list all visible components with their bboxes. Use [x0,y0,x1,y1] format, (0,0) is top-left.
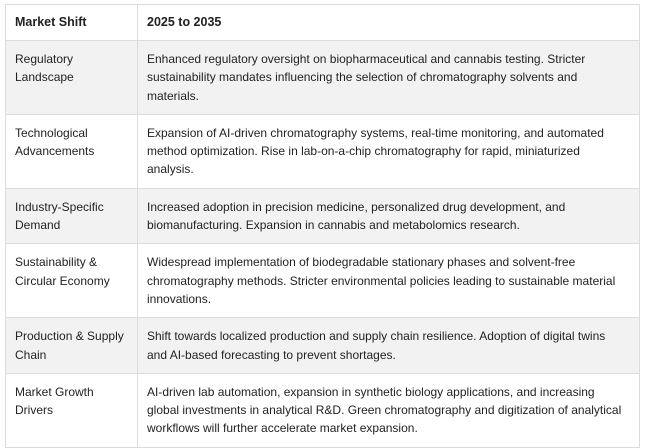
cell-text-line: method optimization. Rise in lab-on-a-ch… [147,144,580,159]
market-shift-cell: Industry-Specific Demand [5,187,138,245]
cell-text-line: Advancements [15,144,95,159]
cell-text-line: AI-driven lab automation, expansion in s… [147,384,595,399]
cell-text-line: Expansion of AI-driven chromatography sy… [147,125,604,140]
market-shift-cell: Sustainability & Circular Economy [5,243,138,319]
description-cell: Shift towards localized production and s… [137,317,640,374]
header-period: 2025 to 2035 [137,4,640,41]
cell-text-line: Industry-Specific [15,199,104,214]
cell-text-line: Market Growth [15,384,94,399]
description-cell: Expansion of AI-driven chromatography sy… [137,113,640,189]
cell-text-line: Production & Supply [15,329,124,344]
market-shift-cell: Technological Advancements [5,113,138,189]
cell-text-line: Demand [15,218,61,233]
cell-text-line: Circular Economy [15,273,110,288]
cell-text-line: Shift towards localized production and s… [147,329,606,344]
description-cell: AI-driven lab automation, expansion in s… [137,372,640,448]
cell-text-line: Regulatory [15,52,74,66]
header-row: Market Shift 2025 to 2035 [5,4,640,41]
cell-text-line: and AI-based forecasting to prevent shor… [147,347,396,362]
cell-text-line: workflows will further accelerate market… [147,421,418,436]
cell-text-line: innovations. [147,291,212,306]
market-shift-cell: Production & Supply Chain [5,317,138,374]
market-shift-cell: Market Growth Drivers [5,372,138,448]
cell-text-line: materials. [147,88,200,103]
market-shift-cell: Regulatory Landscape [5,40,138,115]
cell-text-line: sustainability mandates influencing the … [147,70,578,85]
cell-text-line: Technological [15,125,88,140]
cell-text-line: Enhanced regulatory oversight on biophar… [147,52,586,66]
table-row: Regulatory Landscape Enhanced regulatory o… [5,40,640,115]
description-cell: Enhanced regulatory oversight on biophar… [137,40,640,115]
cell-text-line: Widespread implementation of biodegradab… [147,255,576,270]
table-row: Industry-Specific Demand Increased adoptio… [5,187,640,245]
table-row: Market Growth Drivers AI-driven lab automa… [5,372,640,448]
cell-text-line: analysis. [147,162,194,177]
cell-text-line: biomanufacturing. Expansion in cannabis … [147,218,520,233]
market-shift-table: Market Shift 2025 to 2035 Regulatory Land… [5,4,640,448]
table-row: Sustainability & Circular Economy Widespre… [5,243,640,319]
cell-text-line: global investments in analytical R&D. Gr… [147,403,622,418]
description-cell: Widespread implementation of biodegradab… [137,243,640,319]
cell-text-line: Chain [15,347,47,362]
cell-text-line: Drivers [15,403,53,418]
cell-text-line: Sustainability & [15,255,98,270]
cell-text-line: chromatography methods. Stricter environ… [147,273,616,288]
cell-text-line: Landscape [15,70,74,85]
table-row: Production & Supply Chain Shift towards lo… [5,317,640,374]
table-row: Technological Advancements Expansion of AI… [5,113,640,189]
description-cell: Increased adoption in precision medicine… [137,187,640,245]
header-market-shift: Market Shift [5,4,138,41]
cell-text-line: Increased adoption in precision medicine… [147,199,566,214]
